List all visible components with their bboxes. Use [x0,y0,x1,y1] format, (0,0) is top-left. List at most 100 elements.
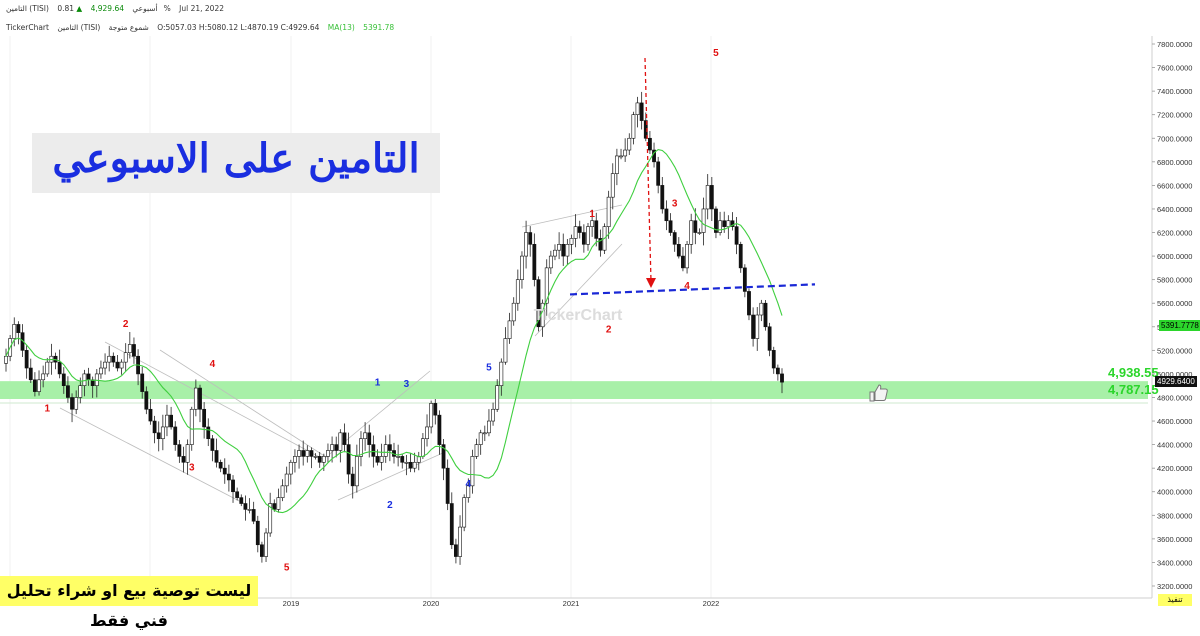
candle-down [437,414,442,445]
y-tick-label: 6200.0000 [1157,229,1192,238]
candle-up [305,450,310,457]
y-tick-label: 4800.0000 [1157,393,1192,402]
candle-down [763,302,768,328]
candle-up [586,226,590,245]
candle-down [132,344,136,357]
x-tick-label: 2019 [283,599,300,608]
candle-down [152,420,157,434]
candle-down [255,520,260,546]
candle-up [718,220,722,233]
candle-up [701,208,706,233]
y-tick-label: 7200.0000 [1157,111,1192,120]
wave-label-blue: 5 [486,362,492,373]
candle-down [206,426,211,440]
candle-up [412,461,417,469]
candle-down [751,314,756,339]
candle-down [214,450,219,463]
candle-up [557,244,562,251]
candle-down [309,450,314,457]
red-arrow-line [644,57,652,282]
wave-label-blue: 1 [375,378,381,389]
candle-up [103,361,107,369]
candle-up [160,426,165,440]
candle-up [268,503,273,534]
wave-label-red: 3 [189,463,195,474]
wave-label-blue: 4 [466,479,472,490]
x-tick-label: 2022 [703,599,720,608]
candle-up [41,373,46,381]
candle-up [462,497,467,528]
candle-down [400,456,405,463]
candle-down [722,220,727,227]
candle-up [326,450,330,457]
candle-down [532,244,537,280]
y-tick-label: 3600.0000 [1157,535,1192,544]
candle-up [396,456,401,458]
candle-up [511,302,516,322]
candle-up [247,509,252,511]
candle-up [107,355,112,363]
candle-down [28,367,33,381]
candle-up [627,137,632,151]
candle-down [408,461,413,469]
channel-line [59,407,248,506]
candle-down [771,350,776,369]
candle-down [454,544,458,557]
y-tick-label: 3200.0000 [1157,582,1192,591]
candle-down [767,326,772,351]
y-tick-label: 3800.0000 [1157,511,1192,520]
ma-price-badge: 5391.7778 [1159,320,1200,331]
candle-down [148,408,153,422]
candle-down [441,444,446,469]
zone-upper-label: 4,938.55 [1108,365,1159,380]
candle-down [173,426,178,445]
candle-up [288,461,293,475]
candle-up [759,302,764,316]
candle-up [284,473,289,487]
y-tick-label: 4600.0000 [1157,417,1192,426]
candle-down [66,385,70,398]
candle-up [623,149,628,157]
candle-down [350,473,355,487]
neckline-trendline [569,283,816,296]
y-tick-label: 4000.0000 [1157,488,1192,497]
y-tick-label: 5600.0000 [1157,299,1192,308]
candle-up [614,155,619,174]
candle-up [37,379,41,392]
candle-up [569,238,574,245]
y-tick-label: 5000.0000 [1157,370,1192,379]
candle-up [425,426,429,440]
candle-down [594,220,599,239]
candle-up [491,408,495,422]
wave-label-red: 5 [284,563,290,574]
candle-down [202,408,207,428]
thumbs-up-icon[interactable] [868,383,888,403]
wave-label-red: 3 [672,199,678,210]
candle-up [553,249,557,257]
candle-down [144,391,149,410]
candle-up [429,403,434,428]
price-chart[interactable]: 1 2 3 4 5 1 2 3 4 5 1 2 3 4 5 TickerChart 7800.0000 7600.… [0,0,1200,609]
y-tick-label: 7600.0000 [1157,64,1192,73]
candle-down [371,444,376,457]
candle-down [445,467,450,504]
candle-up [189,408,194,445]
candle-up [297,450,301,457]
candle-down [111,355,116,363]
y-tick-label: 4400.0000 [1157,441,1192,450]
candle-up [74,397,79,410]
candle-down [656,161,661,186]
wave-label-red: 5 [713,48,719,59]
candle-up [458,526,462,557]
candle-down [342,432,347,445]
candle-down [222,467,227,475]
last-price: 4,929.64 [90,4,124,13]
candle-up [610,173,615,198]
source-label: TickerChart [6,23,49,32]
candle-down [156,432,161,440]
candle-down [660,185,665,210]
chart-title: التامين على الاسبوعي [52,135,420,182]
candle-up [520,255,524,280]
candle-up [524,232,528,257]
wave-label-blue: 3 [404,379,410,390]
